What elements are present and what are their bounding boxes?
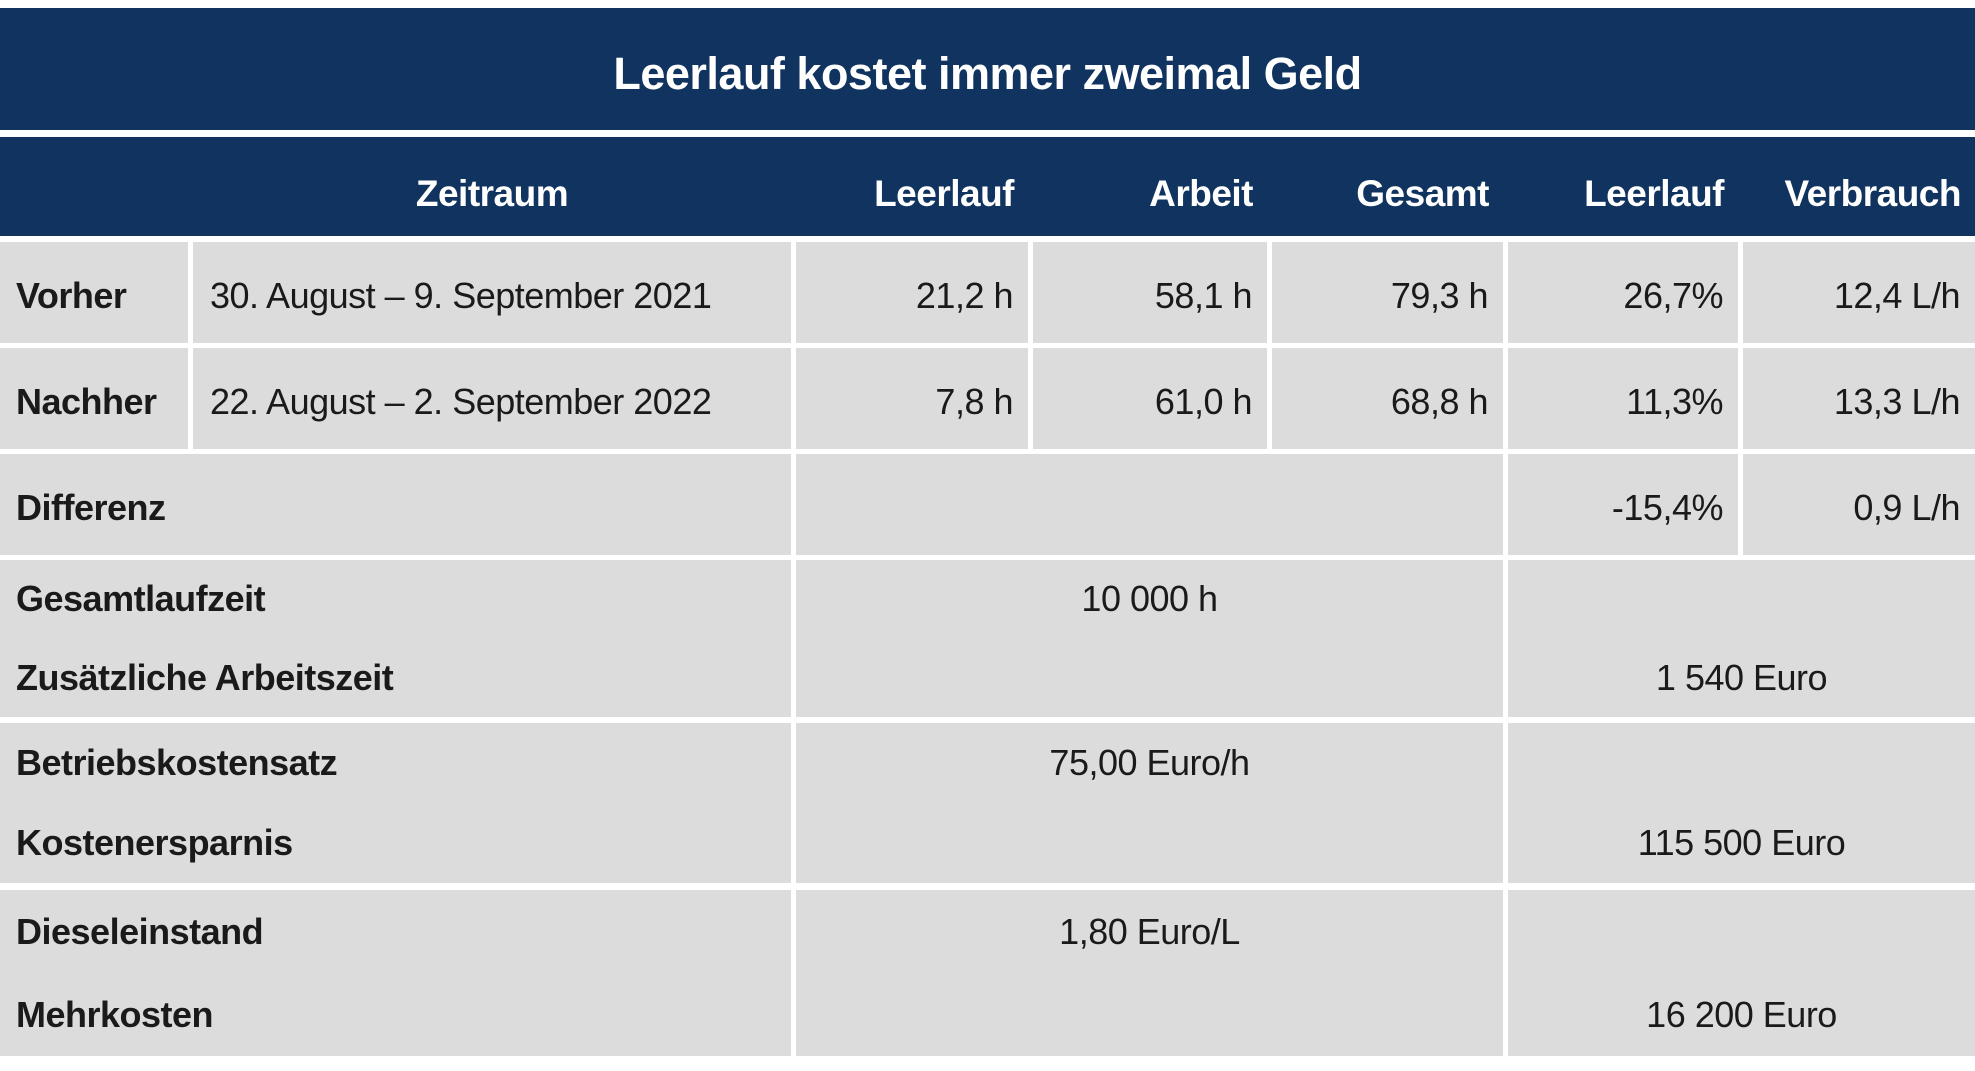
leerlauf-percent-cell: 26,7% bbox=[1508, 242, 1738, 343]
header-gesamt: Gesamt bbox=[1356, 172, 1489, 214]
summary-label-mehrkosten: Mehrkosten bbox=[16, 993, 214, 1035]
empty-merged-cell bbox=[796, 454, 1503, 555]
spacer bbox=[1508, 723, 1975, 803]
spacer bbox=[1508, 890, 1975, 973]
summary-label-zusaetzliche-arbeitszeit: Zusätzliche Arbeitszeit bbox=[16, 656, 394, 698]
table-title-bar: Leerlauf kostet immer zweimal Geld bbox=[0, 8, 1975, 130]
summary-mid-block: 1,80 Euro/L bbox=[796, 890, 1503, 1056]
row-label: Nachher bbox=[0, 348, 188, 449]
summary-label-kostenersparnis: Kostenersparnis bbox=[16, 822, 293, 863]
leerlauf-hours-cell: 21,2 h bbox=[796, 242, 1028, 343]
summary-value-kostenersparnis: 115 500 Euro bbox=[1637, 822, 1846, 863]
table-title: Leerlauf kostet immer zweimal Geld bbox=[613, 48, 1362, 99]
header-arbeit: Arbeit bbox=[1149, 172, 1253, 214]
spacer bbox=[796, 803, 1503, 883]
summary-value-dieseleinstand: 1,80 Euro/L bbox=[1059, 910, 1240, 952]
spacer bbox=[1508, 560, 1975, 639]
row-label: Vorher bbox=[0, 242, 188, 343]
summary-right-block: 16 200 Euro bbox=[1508, 890, 1975, 1056]
summary-value-mehrkosten: 16 200 Euro bbox=[1646, 993, 1837, 1035]
leerlauf-hours-cell: 7,8 h bbox=[796, 348, 1028, 449]
summary-group-kosten: Betriebskostensatz Kostenersparnis 75,00… bbox=[0, 723, 1975, 883]
verbrauch-cell: 13,3 L/h bbox=[1743, 348, 1975, 449]
summary-value-gesamtlaufzeit: 10 000 h bbox=[1081, 578, 1218, 620]
header-leerlauf-hours: Leerlauf bbox=[874, 172, 1014, 214]
arbeit-cell: 58,1 h bbox=[1033, 242, 1267, 343]
summary-label-gesamtlaufzeit: Gesamtlaufzeit bbox=[16, 578, 266, 620]
summary-value-betriebskostensatz: 75,00 Euro/h bbox=[1049, 742, 1250, 783]
gesamt-cell: 79,3 h bbox=[1272, 242, 1503, 343]
summary-group-diesel: Dieseleinstand Mehrkosten 1,80 Euro/L 16… bbox=[0, 890, 1975, 1056]
summary-group-laufzeit: Gesamtlaufzeit Zusätzliche Arbeitszeit 1… bbox=[0, 560, 1975, 717]
header-leerlauf-percent: Leerlauf bbox=[1584, 172, 1724, 214]
zeitraum-cell: 30. August – 9. September 2021 bbox=[193, 242, 791, 343]
table-row-nachher: Nachher 22. August – 2. September 2022 7… bbox=[0, 348, 1975, 449]
header-zeitraum: Zeitraum bbox=[415, 172, 569, 214]
summary-label-betriebskostensatz: Betriebskostensatz bbox=[16, 742, 338, 783]
summary-labels: Betriebskostensatz Kostenersparnis bbox=[0, 723, 791, 883]
summary-value-zusaetzliche-arbeitszeit: 1 540 Euro bbox=[1655, 656, 1828, 698]
column-header-row: Zeitraum Leerlauf Arbeit Gesamt Leerlauf… bbox=[0, 137, 1975, 236]
header-empty bbox=[0, 137, 188, 236]
header-verbrauch: Verbrauch bbox=[1784, 172, 1962, 214]
gesamt-cell: 68,8 h bbox=[1272, 348, 1503, 449]
spacer bbox=[796, 973, 1503, 1056]
table-row-vorher: Vorher 30. August – 9. September 2021 21… bbox=[0, 242, 1975, 343]
summary-label-dieseleinstand: Dieseleinstand bbox=[16, 910, 264, 952]
leerlauf-percent-cell: -15,4% bbox=[1508, 454, 1738, 555]
summary-mid-block: 10 000 h bbox=[796, 560, 1503, 717]
leerlauf-percent-cell: 11,3% bbox=[1508, 348, 1738, 449]
verbrauch-cell: 12,4 L/h bbox=[1743, 242, 1975, 343]
table-row-differenz: Differenz -15,4% 0,9 L/h bbox=[0, 454, 1975, 555]
spacer bbox=[796, 639, 1503, 718]
zeitraum-cell: 22. August – 2. September 2022 bbox=[193, 348, 791, 449]
verbrauch-cell: 0,9 L/h bbox=[1743, 454, 1975, 555]
summary-labels: Gesamtlaufzeit Zusätzliche Arbeitszeit bbox=[0, 560, 791, 717]
summary-labels: Dieseleinstand Mehrkosten bbox=[0, 890, 791, 1056]
summary-mid-block: 75,00 Euro/h bbox=[796, 723, 1503, 883]
summary-right-block: 1 540 Euro bbox=[1508, 560, 1975, 717]
row-label: Differenz bbox=[0, 454, 791, 555]
summary-right-block: 115 500 Euro bbox=[1508, 723, 1975, 883]
arbeit-cell: 61,0 h bbox=[1033, 348, 1267, 449]
